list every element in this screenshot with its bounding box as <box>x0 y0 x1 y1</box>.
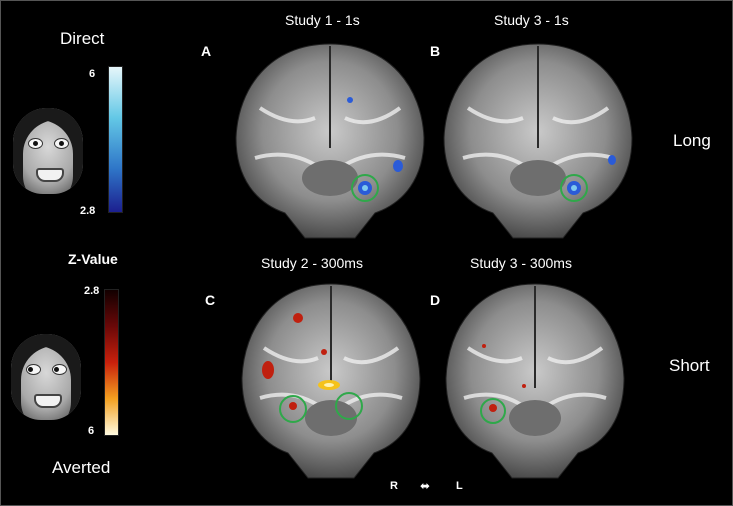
left-right-arrow-icon: ⬌ <box>420 479 431 493</box>
panel-a-title: Study 1 - 1s <box>285 12 360 28</box>
orientation-right-label: R <box>390 480 398 492</box>
panel-c-letter: C <box>205 292 216 308</box>
direct-gaze-face <box>13 108 83 194</box>
averted-colorbar <box>104 289 119 436</box>
direct-colorbar <box>108 66 123 213</box>
brain-slice-b <box>443 43 633 239</box>
panel-c-title: Study 2 - 300ms <box>261 255 363 271</box>
averted-gaze-face <box>11 334 81 420</box>
panel-d-title: Study 3 - 300ms <box>470 255 572 271</box>
averted-colorbar-min: 2.8 <box>84 285 100 297</box>
brain-slice-a <box>235 43 425 239</box>
long-label: Long <box>673 131 711 150</box>
panel-d-letter: D <box>430 292 441 308</box>
brain-slice-c <box>241 283 421 479</box>
zvalue-label: Z-Value <box>68 251 118 267</box>
orientation-left-label: L <box>456 480 463 492</box>
panel-b-letter: B <box>430 43 441 59</box>
direct-colorbar-min: 2.8 <box>80 205 96 217</box>
panel-b-title: Study 3 - 1s <box>494 12 569 28</box>
short-label: Short <box>669 356 710 375</box>
panel-a-letter: A <box>201 43 212 59</box>
averted-colorbar-max: 6 <box>88 425 95 437</box>
brain-slice-d <box>445 283 625 479</box>
direct-label: Direct <box>60 29 105 48</box>
averted-label: Averted <box>52 458 111 477</box>
direct-colorbar-max: 6 <box>89 68 96 80</box>
